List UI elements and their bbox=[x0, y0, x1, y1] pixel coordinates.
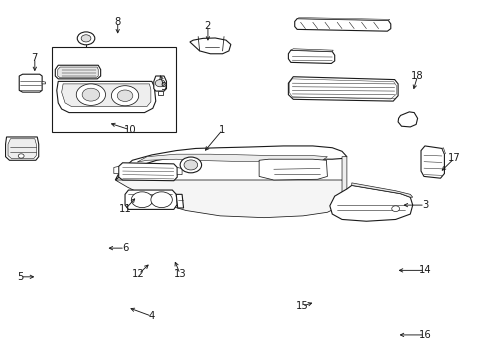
Polygon shape bbox=[42, 81, 45, 84]
Text: 2: 2 bbox=[204, 21, 211, 31]
Text: 11: 11 bbox=[119, 204, 131, 215]
Polygon shape bbox=[397, 112, 417, 127]
Polygon shape bbox=[57, 81, 156, 113]
Polygon shape bbox=[420, 146, 444, 178]
Text: 16: 16 bbox=[418, 330, 430, 340]
Polygon shape bbox=[58, 55, 69, 62]
Polygon shape bbox=[114, 166, 119, 174]
Polygon shape bbox=[137, 154, 327, 162]
Circle shape bbox=[117, 90, 133, 102]
Polygon shape bbox=[290, 49, 332, 51]
Text: 1: 1 bbox=[219, 125, 225, 135]
Text: 12: 12 bbox=[132, 269, 145, 279]
Text: 8: 8 bbox=[114, 17, 121, 27]
Polygon shape bbox=[176, 194, 183, 208]
Circle shape bbox=[155, 80, 164, 87]
Circle shape bbox=[76, 84, 105, 105]
Polygon shape bbox=[58, 96, 98, 123]
Polygon shape bbox=[288, 50, 334, 63]
Text: 14: 14 bbox=[418, 265, 430, 275]
Polygon shape bbox=[115, 180, 346, 218]
Text: 5: 5 bbox=[17, 272, 23, 282]
Polygon shape bbox=[329, 185, 412, 221]
Polygon shape bbox=[5, 137, 39, 160]
Circle shape bbox=[180, 157, 201, 173]
Circle shape bbox=[82, 88, 100, 101]
Text: 17: 17 bbox=[447, 153, 460, 163]
Circle shape bbox=[111, 86, 139, 106]
Circle shape bbox=[131, 192, 153, 208]
Text: 15: 15 bbox=[295, 301, 308, 311]
Polygon shape bbox=[177, 167, 182, 175]
Polygon shape bbox=[69, 50, 105, 68]
Text: 10: 10 bbox=[123, 125, 136, 135]
Circle shape bbox=[183, 160, 197, 170]
Polygon shape bbox=[154, 76, 166, 91]
Circle shape bbox=[81, 35, 91, 42]
Polygon shape bbox=[189, 38, 230, 54]
Text: 7: 7 bbox=[32, 53, 38, 63]
Polygon shape bbox=[294, 19, 390, 31]
Text: 9: 9 bbox=[161, 82, 167, 92]
Polygon shape bbox=[8, 139, 36, 158]
Polygon shape bbox=[62, 98, 94, 120]
Circle shape bbox=[151, 192, 172, 208]
Polygon shape bbox=[125, 190, 177, 210]
Circle shape bbox=[391, 206, 399, 212]
Polygon shape bbox=[158, 91, 162, 95]
Polygon shape bbox=[259, 159, 327, 180]
Polygon shape bbox=[58, 67, 98, 78]
Text: 13: 13 bbox=[173, 269, 186, 279]
Circle shape bbox=[77, 32, 95, 45]
Text: 18: 18 bbox=[410, 71, 423, 81]
Polygon shape bbox=[297, 18, 389, 21]
Polygon shape bbox=[341, 157, 346, 205]
Circle shape bbox=[18, 154, 24, 158]
Polygon shape bbox=[52, 47, 176, 132]
Text: 4: 4 bbox=[148, 311, 155, 321]
Polygon shape bbox=[61, 84, 151, 107]
Polygon shape bbox=[351, 183, 412, 197]
Polygon shape bbox=[115, 146, 346, 180]
Text: 6: 6 bbox=[122, 243, 128, 253]
Polygon shape bbox=[288, 77, 397, 101]
Polygon shape bbox=[119, 163, 177, 181]
Polygon shape bbox=[55, 65, 101, 79]
Polygon shape bbox=[441, 148, 445, 154]
Text: 3: 3 bbox=[421, 200, 427, 210]
Polygon shape bbox=[19, 74, 42, 92]
